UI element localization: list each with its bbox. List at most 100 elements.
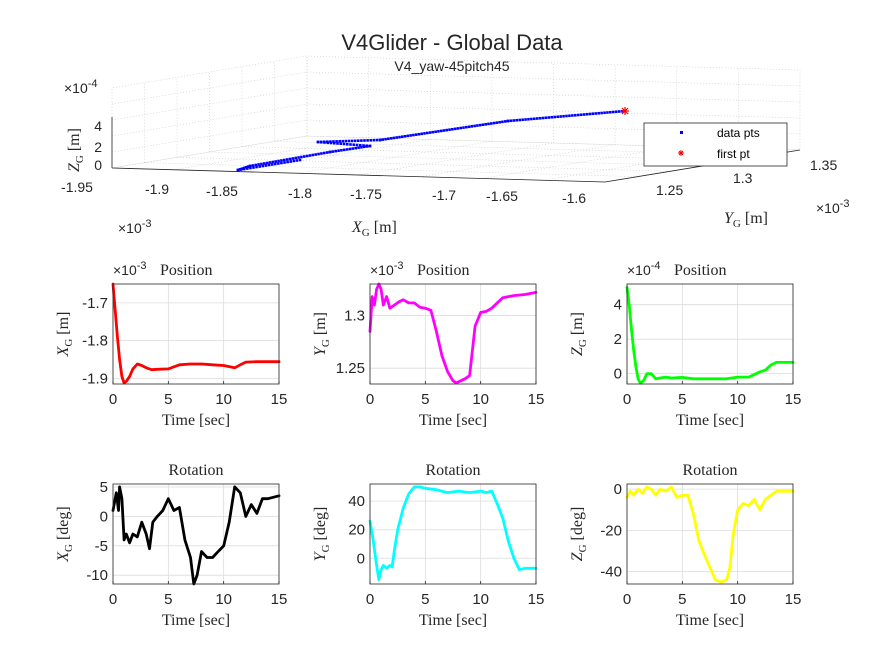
subplot-title: Position (674, 262, 726, 279)
trajectory-point (426, 131, 429, 135)
y-tick-label: -40 (600, 564, 622, 581)
trajectory-point (362, 144, 365, 147)
trajectory-point (280, 159, 283, 162)
subplot-title: Rotation (425, 462, 480, 479)
trajectory-point (291, 157, 295, 160)
trajectory-point (573, 113, 577, 117)
x-exponent-label-3d: ×10-3 (118, 218, 152, 236)
trajectory-point (257, 163, 260, 166)
trajectory-point (360, 139, 363, 142)
trajectory-point (251, 164, 255, 167)
trajectory-point (412, 133, 415, 137)
trajectory-point (342, 142, 346, 146)
x-axis-label: Time [sec] (162, 612, 230, 629)
trajectory-point (285, 158, 289, 161)
trajectory-point (442, 129, 446, 132)
y-tick-label: 5 (100, 479, 108, 496)
y-tick-label: 1.25 (336, 360, 365, 377)
trajectory-point (328, 150, 332, 154)
x-tick-label: 10 (472, 391, 489, 408)
trajectory-point (260, 162, 263, 166)
z-exponent-label-3d: ×10-4 (64, 78, 98, 96)
subplots: 0 5 10 15 -1.9 -1.8 -1.7 Time [sec] XG [m] ×10-3 P… (55, 260, 801, 629)
trajectory-point (524, 118, 527, 121)
trajectory-point (614, 110, 618, 114)
trajectory-point (338, 140, 341, 143)
trajectory-point (345, 142, 349, 146)
subplot-title: Rotation (168, 462, 223, 479)
subplot-title: Position (417, 262, 469, 279)
plot-area (627, 284, 793, 384)
data-line (625, 485, 795, 584)
trajectory-point (372, 138, 376, 142)
x-position-plot: 0 5 10 15 -1.9 -1.8 -1.7 Time [sec] XG [m] ×10-3 P… (55, 260, 287, 429)
x-tick-label: 0 (109, 591, 117, 608)
trajectory-point (498, 120, 501, 124)
trajectory-point (378, 138, 382, 142)
trajectory-point (518, 118, 521, 122)
trajectory-point (363, 139, 366, 142)
trajectory-point (349, 143, 352, 146)
trajectory-point (476, 124, 479, 127)
axes-box (369, 483, 537, 585)
trajectory-point (289, 160, 292, 163)
trajectory-point (478, 123, 482, 127)
trajectory-point (431, 130, 435, 134)
trajectory-point (252, 166, 255, 169)
trajectory-point (314, 153, 318, 156)
y-tick-label: 2 (614, 331, 622, 348)
trajectory-point (271, 160, 275, 164)
y-exponent-label: ×10-3 (370, 260, 404, 278)
trajectory-point (283, 161, 286, 164)
trajectory-points (236, 109, 627, 172)
trajectory-point (445, 128, 449, 132)
trajectory-point (297, 156, 300, 159)
x-tick-label: 5 (678, 591, 686, 608)
position-3d-plot: -1.95 -1.9 -1.85 -1.8 -1.75 -1.7 -1.65 -… (61, 55, 850, 239)
y-tick-label: -10 (86, 567, 108, 584)
trajectory-point (495, 121, 499, 124)
trajectory-point (262, 162, 266, 165)
plot-area (113, 484, 279, 584)
trajectory-point (603, 111, 606, 115)
legend-data-pts-marker (680, 131, 683, 134)
y-tick-label: -1.7 (82, 295, 108, 312)
y-position-plot: 0 5 10 15 1.25 1.3 Time [sec] YG [m] ×10-3 Positi… (312, 260, 544, 429)
trajectory-point (302, 155, 306, 158)
trajectory-point (319, 140, 323, 144)
trajectory-point (292, 159, 296, 163)
x-tick-label-3d: -1.95 (61, 179, 93, 195)
y-tick-label-3d: 1.35 (810, 157, 837, 173)
trajectory-point (329, 141, 333, 145)
x-tick-label-3d: -1.85 (206, 183, 238, 199)
trajectory-point (398, 135, 401, 139)
trajectory-point (392, 136, 396, 140)
trajectory-point (501, 120, 504, 124)
trajectory-point (481, 123, 485, 127)
trajectory-point (439, 129, 443, 133)
trajectory-point (464, 125, 468, 129)
y-tick-label-3d: 1.3 (733, 170, 753, 186)
x-tick-label-3d: -1.65 (486, 188, 518, 204)
y-axis-label: YG [deg] (312, 507, 332, 562)
trajectory-point (339, 142, 343, 146)
trajectory-point (242, 167, 246, 171)
x-tick-label: 10 (729, 391, 746, 408)
z-axis-label-3d: ZG [m] (66, 128, 86, 172)
trajectory-point (248, 164, 252, 168)
trajectory-point (417, 132, 421, 136)
trajectory-point (331, 150, 335, 153)
x-tick-label: 10 (729, 591, 746, 608)
x-axis-label: Time [sec] (419, 412, 487, 429)
trajectory-point (332, 141, 336, 145)
trajectory-point (286, 160, 289, 164)
y-tick-label: 20 (348, 522, 365, 539)
z-rotation-plot: 0 5 10 15 -40 -20 0 Time [sec] ZG [deg] Rotation (569, 462, 801, 629)
x-tick-label: 0 (366, 391, 374, 408)
trajectory-point (353, 139, 357, 143)
y-tick-label: -5 (95, 538, 108, 555)
trajectory-point (487, 122, 490, 126)
trajectory-point (280, 161, 283, 165)
trajectory-point (541, 116, 545, 120)
trajectory-point (550, 115, 554, 119)
